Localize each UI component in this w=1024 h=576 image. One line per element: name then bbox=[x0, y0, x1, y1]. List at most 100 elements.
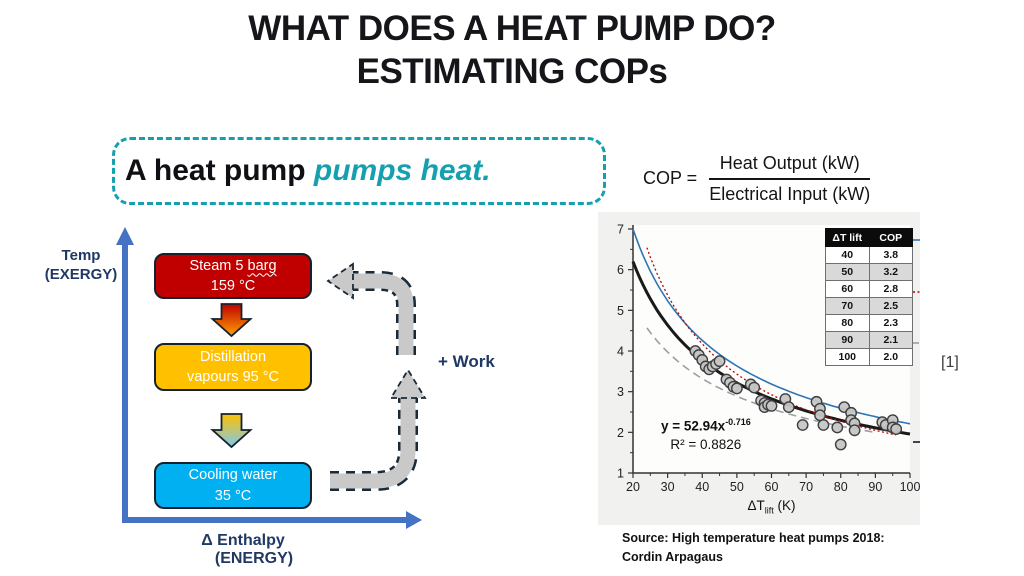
source-line2: Cordin Arpagaus bbox=[622, 549, 723, 564]
cop-table-cell: 80 bbox=[825, 314, 870, 332]
curve-upper-blue bbox=[632, 228, 911, 425]
source-attribution: Source: High temperature heat pumps 2018… bbox=[622, 529, 885, 567]
x-tick-label: 30 bbox=[661, 480, 675, 494]
y-tick-label: 3 bbox=[617, 385, 624, 399]
scatter-point bbox=[713, 355, 726, 368]
page-title: WHAT DOES A HEAT PUMP DO? ESTIMATING COP… bbox=[0, 8, 1024, 93]
x-tick-label: 50 bbox=[730, 480, 744, 494]
y-tick-label: 5 bbox=[617, 304, 624, 318]
x-tick-label: 60 bbox=[765, 480, 779, 494]
fit-equation-exponent: -0.716 bbox=[725, 417, 751, 427]
enthalpy-axis-label-line1: Δ Enthalpy bbox=[201, 532, 285, 549]
scatter-point bbox=[890, 423, 903, 435]
cop-table-cell: 3.8 bbox=[868, 246, 913, 264]
x-tick-label: 40 bbox=[695, 480, 709, 494]
cop-table-cell: 100 bbox=[825, 348, 870, 366]
title-line-1: WHAT DOES A HEAT PUMP DO? bbox=[248, 9, 776, 48]
cop-formula-denominator: Electrical Input (kW) bbox=[709, 183, 871, 204]
callout-text: A heat pump bbox=[125, 154, 314, 187]
reference-marker: [1] bbox=[941, 354, 959, 371]
fit-r-squared: R² = 0.8826 bbox=[670, 436, 742, 452]
source-line1: Source: High temperature heat pumps 2018… bbox=[622, 531, 885, 545]
cop-table-row: 40 3.8 bbox=[825, 246, 913, 264]
scatter-point bbox=[848, 424, 861, 437]
title-line-2: ESTIMATING COPs bbox=[356, 51, 668, 91]
cop-table-cell: 2.5 bbox=[868, 297, 913, 315]
y-tick-label: 2 bbox=[617, 426, 624, 440]
steam-box-line1: Steam 5 barg bbox=[156, 256, 310, 276]
steam-box-line2: 159 °C bbox=[210, 278, 256, 294]
temp-axis-label: Temp (EXERGY) bbox=[38, 247, 124, 285]
scatter-point bbox=[814, 409, 826, 422]
cop-table-cell: 2.8 bbox=[868, 280, 913, 298]
heat-flow-arrow-top-icon bbox=[326, 262, 416, 355]
scatter-point bbox=[796, 419, 809, 431]
x-tick-label: 80 bbox=[834, 480, 848, 494]
temp-axis-label-line2: (EXERGY) bbox=[44, 265, 118, 283]
enthalpy-axis-label: Δ Enthalpy (ENERGY) bbox=[168, 532, 318, 569]
distillation-box-line2: vapours 95 °C bbox=[186, 369, 280, 385]
cop-table-cell: 3.2 bbox=[868, 263, 913, 281]
steam-box: Steam 5 barg 159 °C bbox=[154, 253, 312, 299]
scatter-point bbox=[834, 438, 847, 451]
y-tick-label: 1 bbox=[617, 467, 624, 481]
cop-table-cell: 2.1 bbox=[868, 331, 913, 349]
cop-table-row: 70 2.5 bbox=[825, 297, 913, 315]
temp-axis bbox=[116, 227, 134, 519]
cop-table-row: 80 2.3 bbox=[825, 314, 913, 332]
steam-box-barg: barg bbox=[247, 257, 277, 274]
gradient-arrow-cool-icon bbox=[210, 413, 253, 449]
cop-table-cell: 2.3 bbox=[868, 314, 913, 332]
curve-dotted-red bbox=[646, 247, 897, 436]
cop-table-row: 90 2.1 bbox=[825, 331, 913, 349]
cooling-water-box-line1: Cooling water bbox=[188, 467, 278, 484]
chart-x-label-main: ΔT bbox=[747, 498, 765, 513]
cop-table-header: ΔT lift bbox=[825, 228, 870, 247]
cop-table-cell: 50 bbox=[825, 263, 870, 281]
enthalpy-axis-label-line2: (ENERGY) bbox=[214, 550, 294, 568]
x-tick-label: 70 bbox=[799, 480, 813, 494]
fit-equation-line: y = 52.94x-0.716 bbox=[661, 416, 751, 436]
cop-table-cell: 40 bbox=[825, 246, 870, 264]
chart-x-label-unit: (K) bbox=[773, 498, 796, 513]
distillation-box-line1: Distillation bbox=[199, 348, 267, 365]
y-tick-label: 7 bbox=[617, 223, 624, 237]
scatter-point bbox=[730, 382, 743, 395]
cop-formula-fraction: Heat Output (kW) Electrical Input (kW) bbox=[709, 152, 871, 205]
scatter-point bbox=[748, 381, 761, 394]
curve-power-fit-black bbox=[631, 261, 911, 436]
work-label: + Work bbox=[438, 352, 495, 371]
gradient-arrow-hot-icon bbox=[210, 303, 253, 338]
x-tick-label: 100 bbox=[900, 480, 920, 494]
cop-table-cell: 70 bbox=[825, 297, 870, 315]
cop-formula-numerator: Heat Output (kW) bbox=[709, 152, 871, 180]
cop-table-header-row: ΔT lift COP bbox=[825, 228, 913, 247]
cop-table-row: 50 3.2 bbox=[825, 263, 913, 281]
enthalpy-axis bbox=[122, 511, 422, 529]
curve-dashed-gray bbox=[646, 327, 876, 434]
scatter-point bbox=[831, 421, 844, 434]
y-tick-label: 6 bbox=[617, 263, 624, 277]
temp-axis-label-line1: Temp bbox=[61, 247, 101, 264]
cop-table-cell: 2.0 bbox=[868, 348, 913, 366]
scatter-point bbox=[765, 399, 778, 412]
y-tick-label: 4 bbox=[617, 345, 624, 359]
cooling-water-box: Cooling water 35 °C bbox=[154, 462, 312, 509]
x-tick-label: 90 bbox=[868, 480, 882, 494]
chart-x-label-sub: lift bbox=[764, 505, 774, 516]
cop-formula: COP = Heat Output (kW) Electrical Input … bbox=[643, 152, 871, 205]
cop-formula-lhs: COP = bbox=[643, 168, 698, 188]
distillation-box: Distillation vapours 95 °C bbox=[154, 343, 312, 391]
chart-x-axis-label: ΔTlift (K) bbox=[633, 498, 910, 516]
cop-table: ΔT lift COP 40 3.8 50 3.2 60 2.8 70 2.5 80 2.3 90 2.1… bbox=[825, 228, 913, 366]
fit-equation-base: y = 52.94x bbox=[661, 418, 726, 434]
fit-equation: y = 52.94x-0.716 R² = 0.8826 bbox=[661, 416, 751, 454]
cooling-water-box-line2: 35 °C bbox=[214, 487, 252, 504]
cop-chart-figure: 20 30 40 50 60 70 80 90 100 1 2 3 4 5 6 7 ΔT lift COP 40 3… bbox=[598, 212, 920, 525]
cop-table-header: COP bbox=[868, 228, 913, 247]
cop-table-row: 60 2.8 bbox=[825, 280, 913, 298]
cop-table-cell: 60 bbox=[825, 280, 870, 298]
scatter-point bbox=[817, 419, 830, 431]
